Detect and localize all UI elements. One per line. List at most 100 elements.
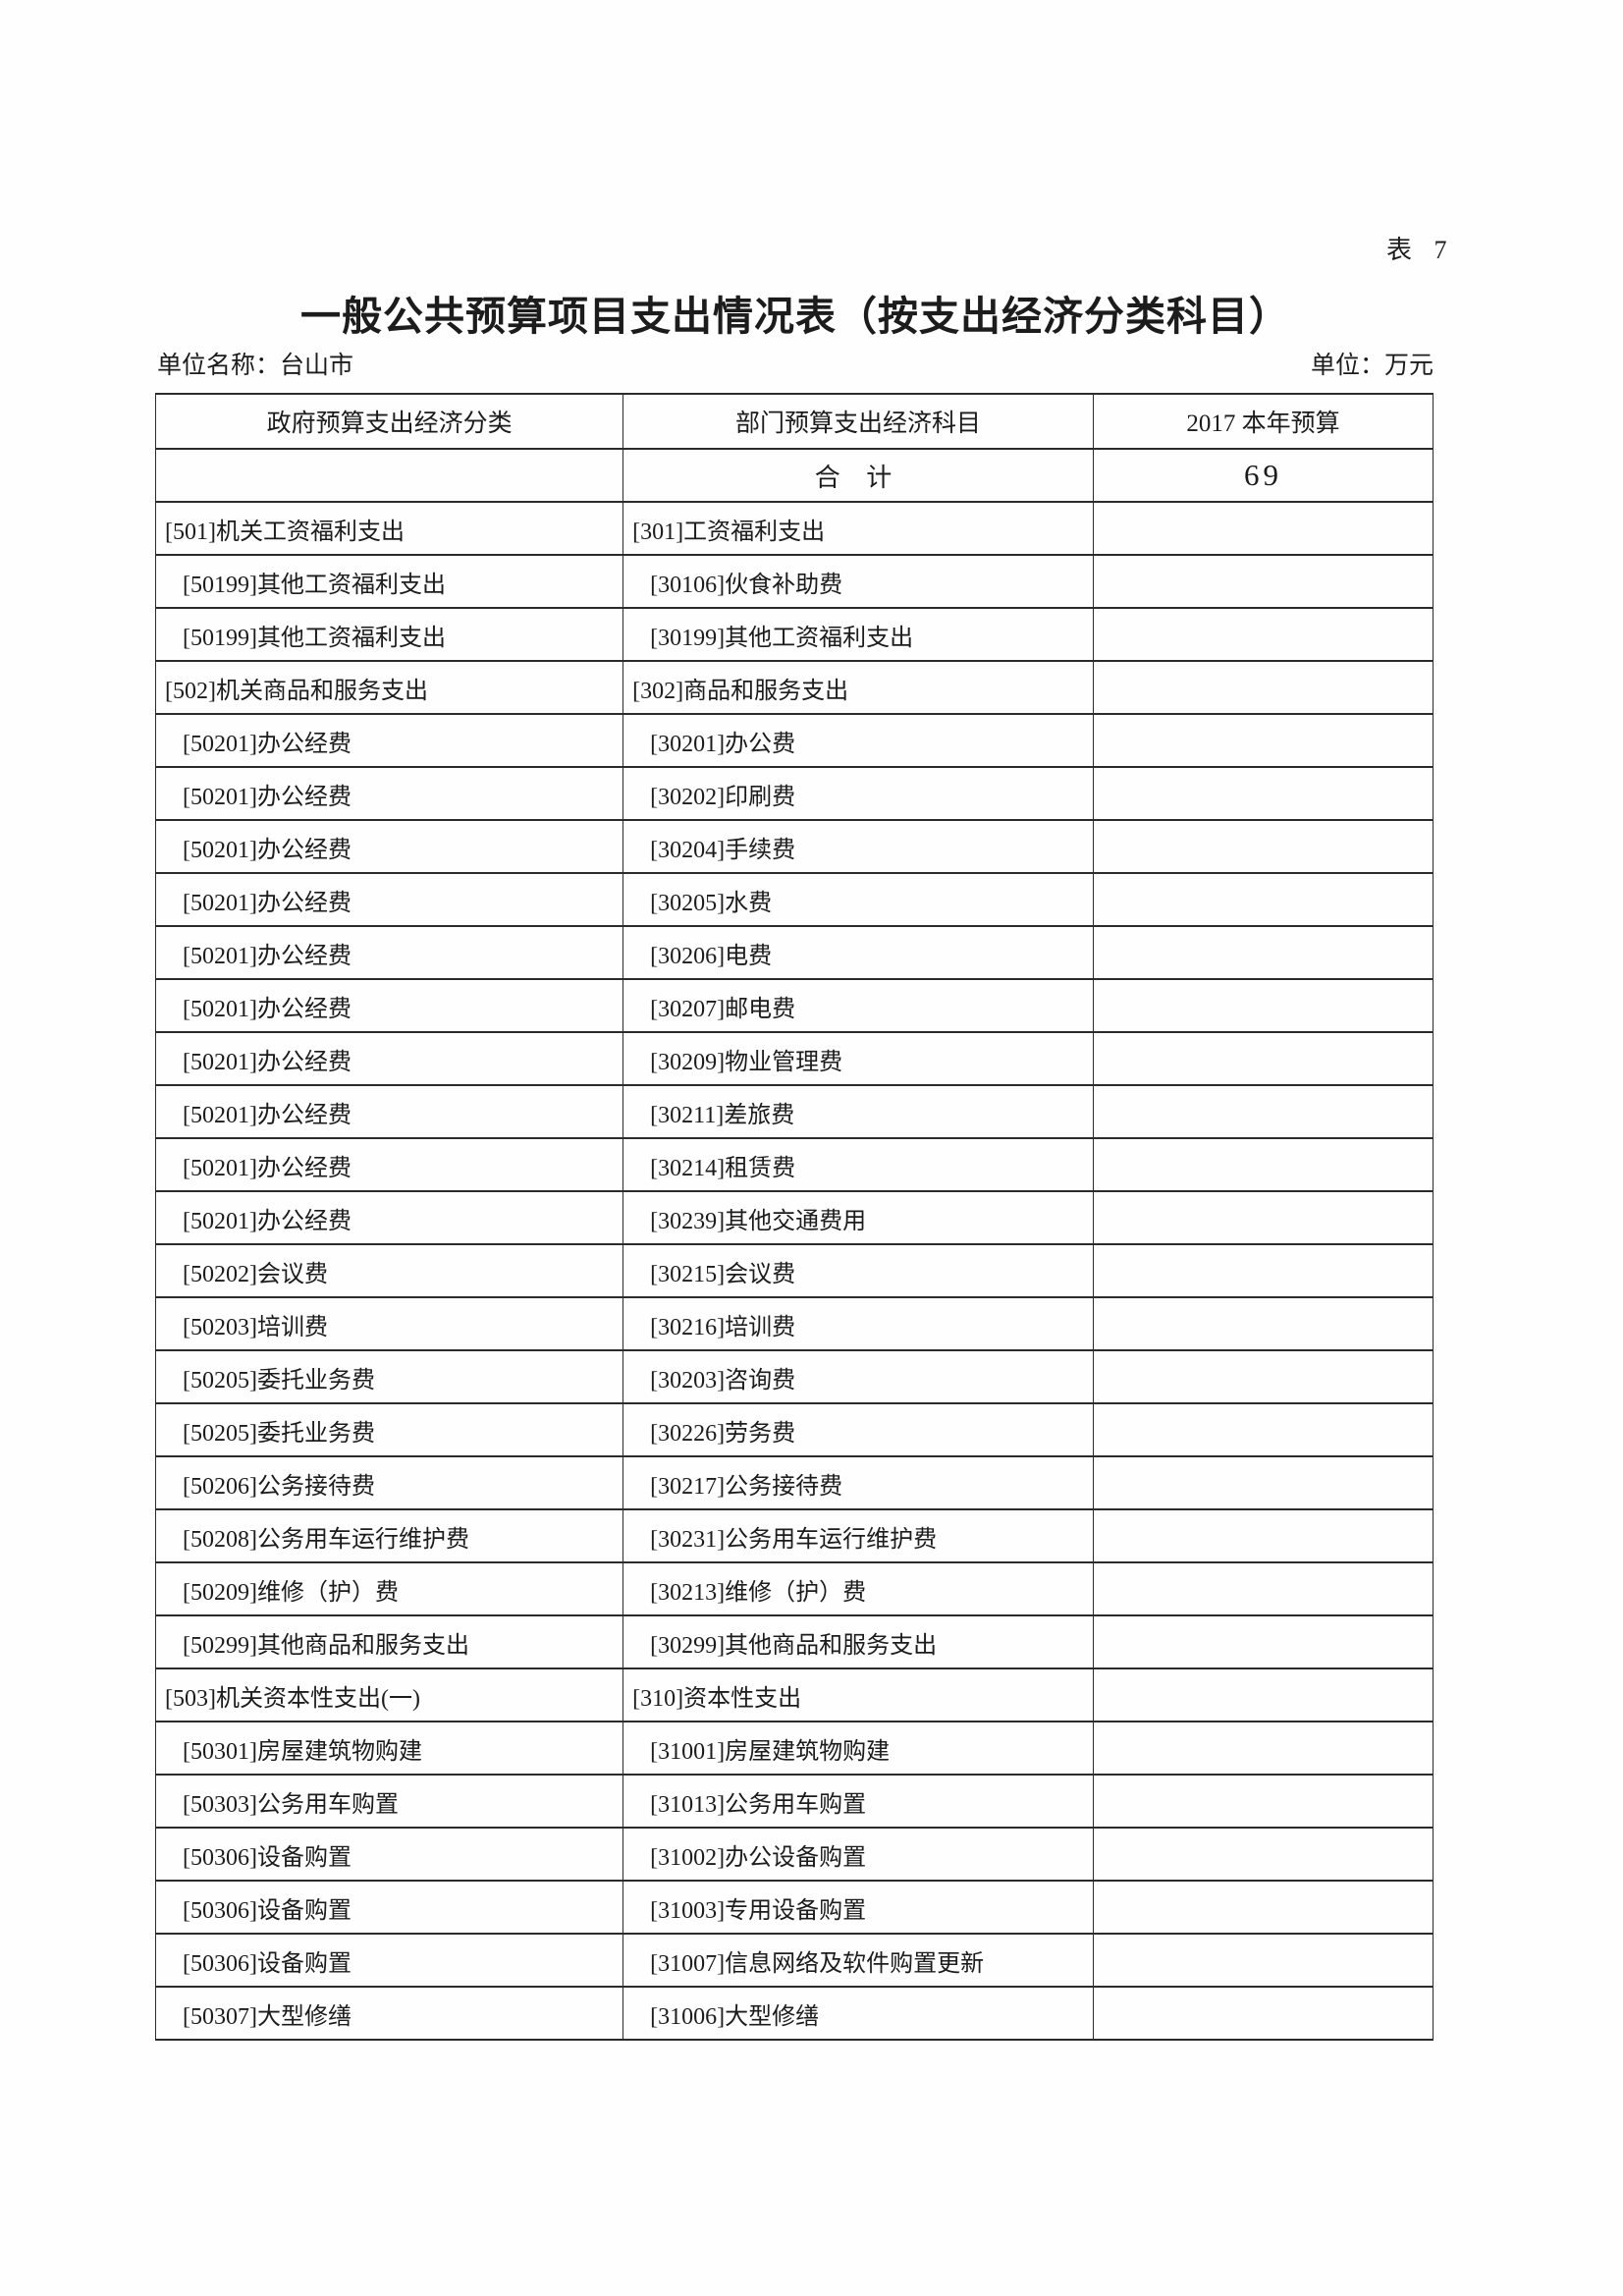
budget-table-header: 政府预算支出经济分类 部门预算支出经济科目 2017 本年预算	[154, 393, 1434, 450]
amount-cell	[1092, 1667, 1434, 1722]
gov-classification-cell: [50201]办公经费	[154, 713, 624, 768]
gov-classification-cell: [50306]设备购置	[154, 1827, 624, 1882]
unit-name-label: 单位名称：台山市	[157, 353, 354, 379]
dept-subject-cell: [30213]维修（护）费	[622, 1561, 1094, 1616]
dept-subject-cell: [30207]邮电费	[622, 978, 1094, 1033]
dept-subject-cell: [30214]租赁费	[622, 1137, 1094, 1192]
table-row: [50306]设备购置 [31003]专用设备购置	[154, 1880, 1434, 1935]
amount-cell	[1092, 1296, 1434, 1351]
table-row: [50205]委托业务费 [30226]劳务费	[154, 1402, 1434, 1457]
dept-subject-cell: [30202]印刷费	[622, 766, 1094, 821]
amount-cell	[1092, 1402, 1434, 1457]
table-row: [50199]其他工资福利支出 [30106]伙食补助费	[154, 554, 1434, 609]
dept-subject-cell: [30217]公务接待费	[622, 1455, 1094, 1510]
page-title: 一般公共预算项目支出情况表（按支出经济分类科目）	[300, 294, 1290, 339]
gov-classification-cell: [50199]其他工资福利支出	[154, 554, 624, 609]
amount-cell	[1092, 1137, 1434, 1192]
gov-classification-cell: [50202]会议费	[154, 1243, 624, 1298]
gov-classification-cell: [50201]办公经费	[154, 1137, 624, 1192]
dept-subject-cell: [30209]物业管理费	[622, 1031, 1094, 1086]
table-row: [503]机关资本性支出(一) [310]资本性支出	[154, 1667, 1434, 1722]
dept-subject-cell: [310]资本性支出	[622, 1667, 1094, 1722]
amount-cell	[1092, 1190, 1434, 1245]
total-amount-cell: 69	[1092, 448, 1434, 503]
amount-cell	[1092, 1508, 1434, 1563]
gov-classification-cell: [50306]设备购置	[154, 1933, 624, 1988]
budget-table-body: 合 计 69 [501]机关工资福利支出 [301]工资福利支出 [50199]其他…	[154, 448, 1434, 2041]
total-row: 合 计 69	[154, 448, 1434, 503]
amount-cell	[1092, 1031, 1434, 1086]
table-row: [50301]房屋建筑物购建 [31001]房屋建筑物购建	[154, 1721, 1434, 1776]
gov-classification-cell: [50199]其他工资福利支出	[154, 607, 624, 662]
gov-classification-cell: [50209]维修（护）费	[154, 1561, 624, 1616]
budget-table: 政府预算支出经济分类 部门预算支出经济科目 2017 本年预算 合 计 69 […	[154, 393, 1434, 2041]
gov-classification-cell: [50301]房屋建筑物购建	[154, 1721, 624, 1776]
unit-measure-label: 单位：万元	[1310, 353, 1434, 379]
gov-classification-cell: [501]机关工资福利支出	[154, 501, 624, 556]
dept-subject-cell: [31002]办公设备购置	[622, 1827, 1094, 1882]
table-row: [50201]办公经费 [30214]租赁费	[154, 1137, 1434, 1192]
table-row: [50201]办公经费 [30205]水费	[154, 872, 1434, 927]
gov-classification-cell: [50208]公务用车运行维护费	[154, 1508, 624, 1563]
amount-cell	[1092, 1880, 1434, 1935]
gov-classification-cell: [50201]办公经费	[154, 872, 624, 927]
gov-classification-cell: [503]机关资本性支出(一)	[154, 1667, 624, 1722]
dept-subject-cell: [30205]水费	[622, 872, 1094, 927]
table-row: [50201]办公经费 [30206]电费	[154, 925, 1434, 980]
amount-cell	[1092, 925, 1434, 980]
gov-classification-cell: [50205]委托业务费	[154, 1349, 624, 1404]
amount-cell	[1092, 1933, 1434, 1988]
table-row: [50209]维修（护）费 [30213]维修（护）费	[154, 1561, 1434, 1616]
gov-classification-cell: [50303]公务用车购置	[154, 1774, 624, 1829]
amount-cell	[1092, 713, 1434, 768]
table-row: [50201]办公经费 [30209]物业管理费	[154, 1031, 1434, 1086]
table-row: [50206]公务接待费 [30217]公务接待费	[154, 1455, 1434, 1510]
gov-classification-cell: [50201]办公经费	[154, 1084, 624, 1139]
gov-classification-cell: [50205]委托业务费	[154, 1402, 624, 1457]
amount-cell	[1092, 501, 1434, 556]
table-row: [501]机关工资福利支出 [301]工资福利支出	[154, 501, 1434, 556]
table-row: [50201]办公经费 [30201]办公费	[154, 713, 1434, 768]
dept-subject-cell: [301]工资福利支出	[622, 501, 1094, 556]
dept-subject-cell: [30206]电费	[622, 925, 1094, 980]
table-row: [50299]其他商品和服务支出 [30299]其他商品和服务支出	[154, 1614, 1434, 1669]
gov-classification-cell: [50306]设备购置	[154, 1880, 624, 1935]
total-label-cell: 合 计	[622, 448, 1094, 503]
amount-cell	[1092, 1986, 1434, 2041]
total-gov-cell	[154, 448, 624, 503]
amount-cell	[1092, 1084, 1434, 1139]
table-row: [50201]办公经费 [30211]差旅费	[154, 1084, 1434, 1139]
gov-classification-cell: [502]机关商品和服务支出	[154, 660, 624, 715]
amount-cell	[1092, 1827, 1434, 1882]
gov-classification-cell: [50201]办公经费	[154, 766, 624, 821]
gov-classification-cell: [50201]办公经费	[154, 1190, 624, 1245]
gov-classification-cell: [50201]办公经费	[154, 978, 624, 1033]
dept-subject-cell: [30106]伙食补助费	[622, 554, 1094, 609]
table-row: [50201]办公经费 [30204]手续费	[154, 819, 1434, 874]
dept-subject-cell: [302]商品和服务支出	[622, 660, 1094, 715]
dept-subject-cell: [30239]其他交通费用	[622, 1190, 1094, 1245]
table-row: [50202]会议费 [30215]会议费	[154, 1243, 1434, 1298]
dept-subject-cell: [30231]公务用车运行维护费	[622, 1508, 1094, 1563]
table-row: [50205]委托业务费 [30203]咨询费	[154, 1349, 1434, 1404]
table-row: [50199]其他工资福利支出 [30199]其他工资福利支出	[154, 607, 1434, 662]
gov-classification-cell: [50203]培训费	[154, 1296, 624, 1351]
dept-subject-cell: [30203]咨询费	[622, 1349, 1094, 1404]
dept-subject-cell: [30204]手续费	[622, 819, 1094, 874]
amount-cell	[1092, 978, 1434, 1033]
header-row: 政府预算支出经济分类 部门预算支出经济科目 2017 本年预算	[154, 393, 1434, 450]
gov-classification-cell: [50201]办公经费	[154, 925, 624, 980]
table-row: [50307]大型修缮 [31006]大型修缮	[154, 1986, 1434, 2041]
amount-cell	[1092, 766, 1434, 821]
header-dept-subject: 部门预算支出经济科目	[622, 393, 1094, 450]
dept-subject-cell: [30201]办公费	[622, 713, 1094, 768]
meta-row: 单位名称：台山市 单位：万元	[157, 346, 1434, 381]
amount-cell	[1092, 1614, 1434, 1669]
dept-subject-cell: [31013]公务用车购置	[622, 1774, 1094, 1829]
dept-subject-cell: [30211]差旅费	[622, 1084, 1094, 1139]
dept-subject-cell: [30216]培训费	[622, 1296, 1094, 1351]
amount-cell	[1092, 607, 1434, 662]
table-row: [50201]办公经费 [30207]邮电费	[154, 978, 1434, 1033]
table-row: [50201]办公经费 [30239]其他交通费用	[154, 1190, 1434, 1245]
